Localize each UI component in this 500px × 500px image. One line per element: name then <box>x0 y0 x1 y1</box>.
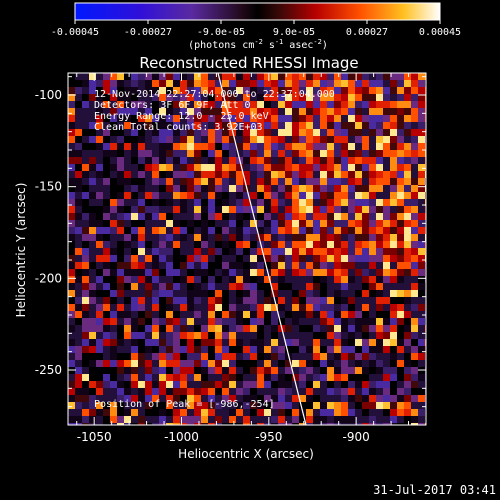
colorbar-tick-label: 0.00027 <box>346 27 388 38</box>
plot-frame <box>67 72 427 426</box>
x-tick-label: -1000 <box>164 430 199 444</box>
colorbar-tick-label: 9.0e-05 <box>273 27 315 38</box>
peak-position-label: Position of Peak = [-986,-254] <box>94 399 275 410</box>
info-line-time: 12-Nov-2014 22:27:04.000 to 22:37:04.000 <box>94 89 335 100</box>
colorbar-tick-label: -0.00027 <box>124 27 172 38</box>
info-line-counts: Clean Total counts: 3.92E+03 <box>94 122 263 133</box>
y-axis-label: Heliocentric Y (arcsec) <box>14 183 28 318</box>
colorbar-tick-labels: -0.00045 -0.00027 -9.0e-05 9.0e-05 0.00027 0.… <box>51 27 461 38</box>
solar-limb-line <box>217 73 307 425</box>
image-pixels <box>68 73 426 425</box>
colorbar-tick-label: -0.00045 <box>51 27 99 38</box>
colorbar-tick-label: 0.00045 <box>419 27 461 38</box>
plot-title: Reconstructed RHESSI Image <box>139 54 358 72</box>
colorbar-ticks <box>74 20 441 24</box>
x-tick-label: -900 <box>343 430 370 444</box>
footer-timestamp: 31-Jul-2017 03:41 <box>373 483 496 497</box>
y-tick-label: -150 <box>35 180 62 194</box>
x-tick-label: -1050 <box>77 430 112 444</box>
plot-axes: -1050 -1000 -950 -900 -100 -150 -200 -250 <box>35 73 427 444</box>
y-tick-label: -250 <box>35 363 62 377</box>
y-tick-label: -200 <box>35 271 62 285</box>
info-text-block: 12-Nov-2014 22:27:04.000 to 22:37:04.000… <box>94 89 335 410</box>
colorbar-gradient <box>74 2 441 21</box>
colorbar: -0.00045 -0.00027 -9.0e-05 9.0e-05 0.00027 0.… <box>51 2 461 51</box>
colorbar-tick-label: -9.0e-05 <box>197 27 245 38</box>
x-tick-label: -950 <box>255 430 282 444</box>
info-line-energy: Energy Range: 12.0 - 25.0 keV <box>94 111 269 122</box>
info-line-detectors: Detectors: 3F 6F 9F, Att 0 <box>94 100 251 111</box>
rhessi-image <box>68 73 426 425</box>
colorbar-unit: (photons cm-2 s-1 asec-2) <box>188 38 328 51</box>
x-axis-label: Heliocentric X (arcsec) <box>178 447 314 461</box>
y-tick-label: -100 <box>35 88 62 102</box>
